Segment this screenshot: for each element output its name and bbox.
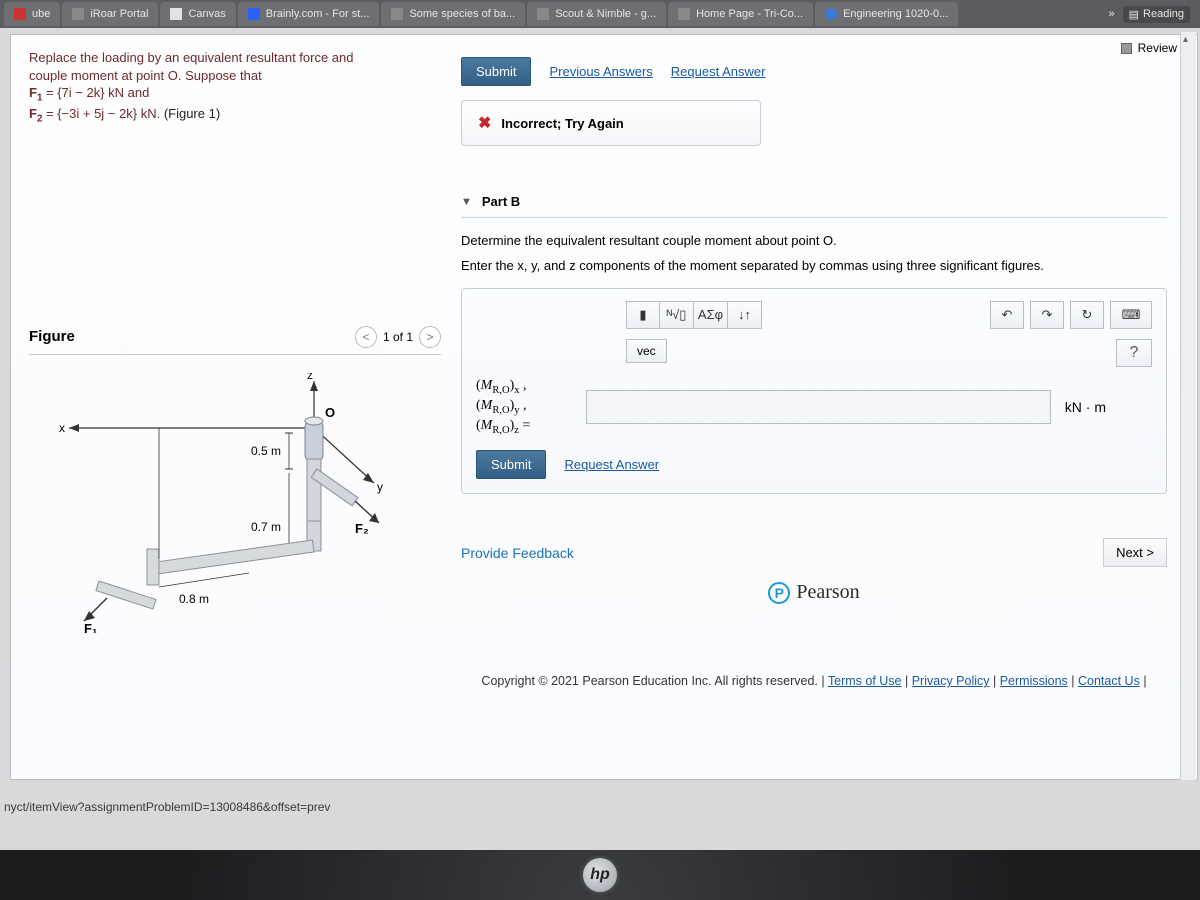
- tab-canvas[interactable]: Canvas: [160, 2, 235, 26]
- equation-labels: (MR,O)x , (MR,O)y , (MR,O)z =: [476, 377, 576, 437]
- page-content: Review Replace the loading by an equival…: [10, 34, 1198, 780]
- template-button[interactable]: ▮: [626, 301, 660, 329]
- collapse-icon: ▼: [461, 196, 472, 208]
- privacy-link[interactable]: Privacy Policy: [912, 674, 990, 688]
- request-answer-link-bottom[interactable]: Request Answer: [564, 457, 659, 472]
- taskbar: hp: [0, 850, 1200, 900]
- right-column: Submit Previous Answers Request Answer ✖…: [451, 35, 1197, 779]
- figure-pager: < 1 of 1 >: [355, 326, 441, 348]
- figure-prev-button[interactable]: <: [355, 326, 377, 348]
- help-button[interactable]: ?: [1116, 339, 1152, 367]
- answer-panel: ▮ ᴺ√▯ ΑΣφ ↓↑ ↶ ↷ ↻ ⌨ vec: [461, 288, 1167, 495]
- sqrt-button[interactable]: ᴺ√▯: [660, 301, 694, 329]
- provide-feedback-link[interactable]: Provide Feedback: [461, 545, 574, 561]
- undo-button[interactable]: ↶: [990, 301, 1024, 329]
- reading-list-button[interactable]: ▤ Reading: [1123, 6, 1190, 23]
- part-header[interactable]: ▼ Part B: [461, 186, 1167, 218]
- svg-text:x: x: [59, 421, 65, 435]
- hp-logo-icon[interactable]: hp: [583, 858, 617, 892]
- copyright-footer: Copyright © 2021 Pearson Education Inc. …: [461, 674, 1167, 688]
- subscript-button[interactable]: ↓↑: [728, 301, 762, 329]
- answer-input[interactable]: [586, 390, 1051, 424]
- browser-tabstrip: ube iRoar Portal Canvas Brainly.com - Fo…: [0, 0, 1200, 28]
- previous-answers-link[interactable]: Previous Answers: [549, 64, 652, 79]
- greek-button[interactable]: ΑΣφ: [694, 301, 728, 329]
- scroll-up-icon: ▴: [1183, 34, 1188, 45]
- figure-next-button[interactable]: >: [419, 326, 441, 348]
- svg-text:0.8 m: 0.8 m: [179, 592, 209, 606]
- svg-text:O: O: [325, 405, 335, 420]
- tab-home[interactable]: Home Page - Tri-Co...: [668, 2, 813, 26]
- svg-text:0.7 m: 0.7 m: [251, 520, 281, 534]
- request-answer-link-top[interactable]: Request Answer: [671, 64, 766, 79]
- figure-diagram: x z y O: [29, 373, 409, 633]
- contact-link[interactable]: Contact Us: [1078, 674, 1140, 688]
- svg-text:y: y: [377, 480, 383, 494]
- tab-scout[interactable]: Scout & Nimble - g...: [527, 2, 666, 26]
- incorrect-icon: ✖: [478, 113, 491, 133]
- problem-statement: Replace the loading by an equivalent res…: [29, 49, 441, 126]
- unit-label: kN · m: [1061, 399, 1106, 415]
- part-subinstruction: Enter the x, y, and z components of the …: [461, 257, 1167, 276]
- figure-heading: Figure: [29, 328, 75, 345]
- submit-button-top[interactable]: Submit: [461, 57, 531, 86]
- tab-iroar[interactable]: iRoar Portal: [62, 2, 158, 26]
- next-button[interactable]: Next >: [1103, 538, 1167, 567]
- pearson-logo-icon: P: [768, 582, 790, 604]
- part-instruction: Determine the equivalent resultant coupl…: [461, 232, 1167, 251]
- reset-button[interactable]: ↻: [1070, 301, 1104, 329]
- submit-button-bottom[interactable]: Submit: [476, 450, 546, 479]
- part-title: Part B: [482, 194, 520, 209]
- svg-text:F₂: F₂: [355, 521, 369, 536]
- pearson-branding: P Pearson: [461, 581, 1167, 604]
- status-bar: nyct/itemView?assignmentProblemID=130084…: [0, 798, 334, 816]
- svg-text:0.5 m: 0.5 m: [251, 444, 281, 458]
- feedback-alert: ✖ Incorrect; Try Again: [461, 100, 761, 146]
- left-column: Replace the loading by an equivalent res…: [11, 35, 451, 779]
- svg-text:z: z: [307, 373, 313, 382]
- alert-text: Incorrect; Try Again: [501, 116, 623, 131]
- keyboard-button[interactable]: ⌨: [1110, 301, 1152, 329]
- tab-species[interactable]: Some species of ba...: [381, 2, 525, 26]
- terms-link[interactable]: Terms of Use: [828, 674, 902, 688]
- svg-text:F₁: F₁: [84, 621, 97, 633]
- figure-pager-label: 1 of 1: [383, 330, 413, 344]
- vec-button[interactable]: vec: [626, 339, 667, 363]
- scrollbar[interactable]: ▴: [1180, 32, 1196, 780]
- redo-button[interactable]: ↷: [1030, 301, 1064, 329]
- permissions-link[interactable]: Permissions: [1000, 674, 1068, 688]
- tab-overflow-icon[interactable]: »: [1108, 8, 1114, 20]
- tab-engineering[interactable]: Engineering 1020-0...: [815, 2, 958, 26]
- tab-ube[interactable]: ube: [4, 2, 60, 26]
- tab-brainly[interactable]: Brainly.com - For st...: [238, 2, 380, 26]
- list-icon: ▤: [1129, 8, 1139, 21]
